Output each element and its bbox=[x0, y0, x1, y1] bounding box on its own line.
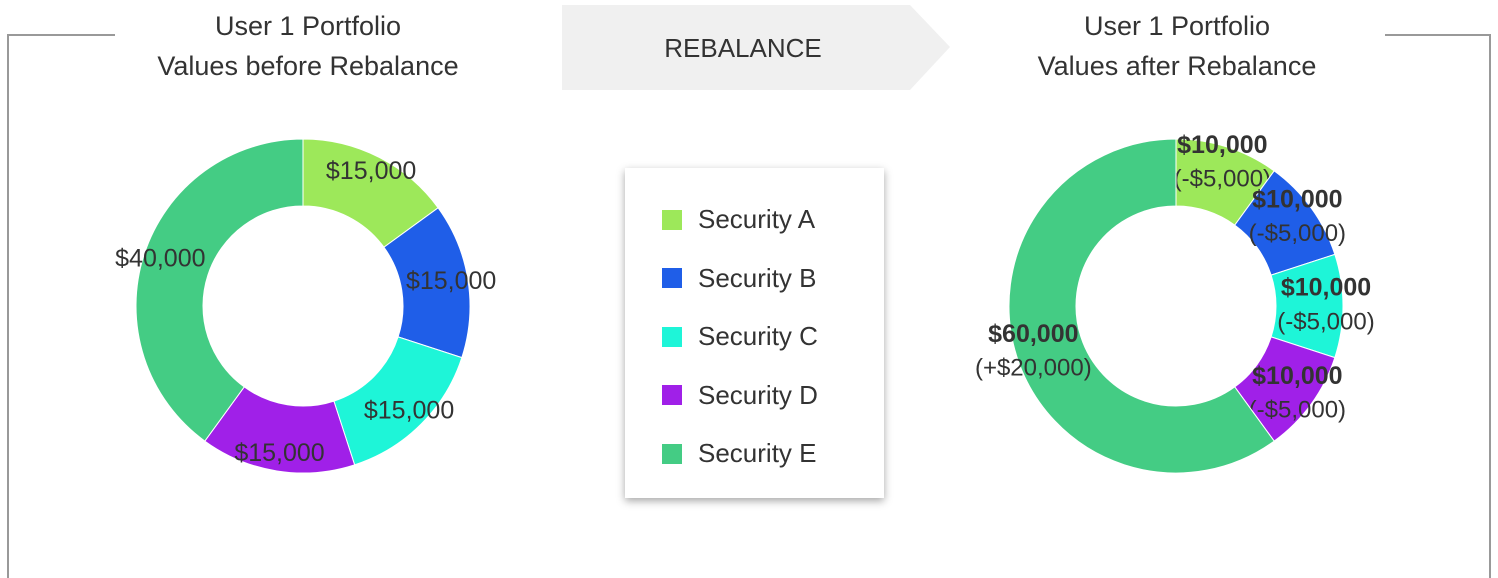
value-label: $15,000 bbox=[326, 157, 416, 185]
frame-left bbox=[7, 34, 115, 578]
legend-label: Security B bbox=[698, 262, 817, 293]
legend-label: Security A bbox=[698, 204, 816, 234]
value-label: $15,000 bbox=[234, 439, 324, 467]
value-label: $15,000 bbox=[364, 397, 454, 425]
change-label: (+$20,000) bbox=[975, 355, 1092, 382]
legend-item: Security D bbox=[662, 380, 818, 411]
rebalance-arrow[interactable] bbox=[562, 5, 950, 90]
legend-label: Security D bbox=[698, 379, 818, 410]
legend-swatch bbox=[662, 443, 682, 464]
change-label: (-$5,000) bbox=[1249, 397, 1346, 424]
value-label: $10,000 bbox=[1281, 274, 1371, 302]
legend-item: Security B bbox=[662, 263, 817, 294]
rebalance-label[interactable]: REBALANCE bbox=[664, 33, 822, 63]
change-label: (-$5,000) bbox=[1174, 166, 1271, 193]
value-label: $10,000 bbox=[1252, 185, 1342, 213]
value-label: $60,000 bbox=[988, 320, 1078, 348]
legend-swatch bbox=[662, 385, 682, 405]
legend-swatch bbox=[662, 326, 682, 347]
donut-slice bbox=[135, 138, 304, 442]
value-label: $10,000 bbox=[1252, 362, 1342, 390]
frame-right bbox=[1385, 34, 1491, 578]
legend-item: Security E bbox=[662, 438, 817, 469]
value-label: $10,000 bbox=[1177, 131, 1267, 159]
value-label: $15,000 bbox=[406, 267, 496, 295]
legend: Security A Security B Security C Security D… bbox=[625, 168, 884, 498]
chart-title: User 1 Portfolio Values before Rebalance bbox=[157, 11, 459, 81]
legend-swatch bbox=[662, 209, 682, 230]
donut-slice bbox=[1008, 138, 1275, 474]
change-label: (-$5,000) bbox=[1277, 308, 1374, 335]
value-label: $40,000 bbox=[115, 244, 205, 272]
change-label: (-$5,000) bbox=[1249, 220, 1346, 247]
legend-item: Security A bbox=[662, 204, 815, 235]
legend-label: Security E bbox=[698, 438, 817, 468]
legend-item: Security C bbox=[662, 321, 818, 352]
legend-swatch bbox=[662, 268, 682, 288]
legend-label: Security C bbox=[698, 321, 818, 351]
chart-title: User 1 Portfolio Values after Rebalance bbox=[1037, 11, 1317, 81]
